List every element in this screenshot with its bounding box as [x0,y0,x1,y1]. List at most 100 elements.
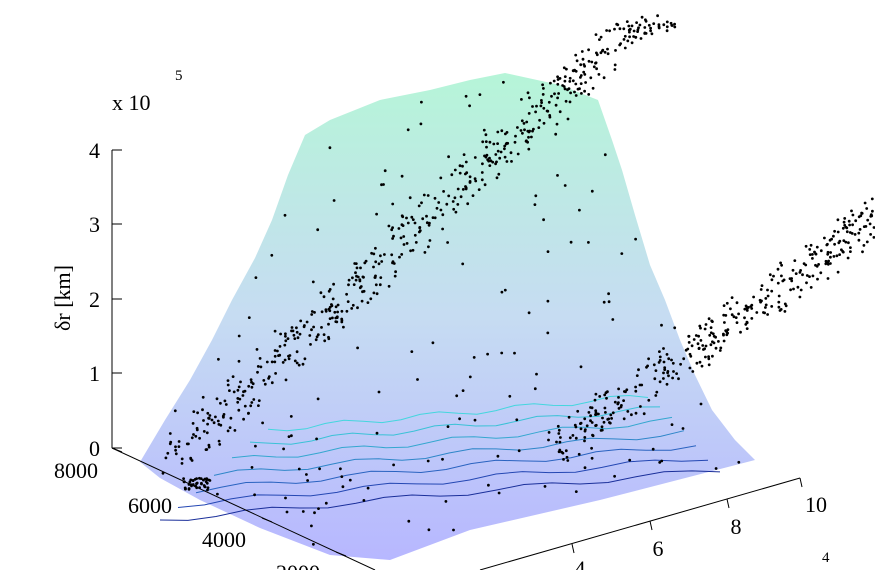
contour-line [177,459,709,508]
data-point [724,314,728,317]
data-point [496,149,500,153]
data-point [660,323,663,327]
data-point [484,155,488,159]
data-point [638,23,642,27]
data-point [603,50,607,54]
data-point [712,334,716,338]
data-point [598,395,602,398]
data-point [292,333,296,337]
data-point [423,251,427,254]
data-point [526,140,529,144]
data-point [662,377,665,380]
data-point [478,93,482,96]
data-point [574,436,578,440]
data-point [354,278,358,282]
data-point [862,225,866,229]
data-point [842,239,846,243]
data-point [445,202,449,206]
data-point [441,227,444,231]
data-point [704,323,708,326]
data-point [836,230,840,234]
data-point [425,214,428,218]
data-point [215,397,219,401]
data-point [853,233,857,236]
data-point [322,295,326,299]
data-point [228,426,232,429]
data-point [289,415,293,418]
data-point [779,261,782,265]
data-point [204,448,208,451]
data-point [416,378,419,381]
data-point [688,366,692,370]
data-point [545,109,549,113]
contour-lines [159,394,721,521]
data-point [453,196,457,200]
data-point [590,446,593,450]
data-point [485,145,488,149]
data-point [303,324,306,327]
data-point [427,245,430,249]
data-point [221,414,225,418]
data-point [208,414,212,417]
data-point [784,304,788,308]
data-point [435,206,439,210]
y-tick-label: 8000 [54,458,98,483]
data-point [226,383,230,387]
data-point [543,485,547,488]
data-point [214,415,217,419]
data-point [857,231,861,235]
z-multiplier-label: x 10 [112,90,151,115]
data-point [210,418,214,422]
data-point [399,236,403,240]
data-point [281,361,285,364]
data-point [628,28,631,32]
data-point [569,91,572,95]
data-point [480,171,484,174]
data-point [291,329,295,333]
data-point [811,257,814,260]
z-tick-label: 3 [89,212,100,237]
data-point [418,229,422,233]
data-point [579,365,583,369]
data-point [340,317,344,321]
data-point [216,419,220,423]
data-point [379,276,383,279]
data-point [459,195,463,199]
data-point [305,320,309,324]
data-point [217,439,221,443]
data-point [400,214,404,218]
data-point [613,68,617,71]
data-point [461,262,465,266]
z-axis: 0 1 2 3 4 x 10 5 δr [km] [50,68,183,461]
data-point [279,332,282,336]
data-point [665,29,669,33]
data-point [453,168,457,172]
data-point [694,334,698,337]
data-point [446,425,450,428]
data-point [516,152,520,156]
data-point [622,27,626,31]
data-point [558,440,562,444]
data-point [814,252,818,256]
data-point [790,279,794,283]
data-point [599,429,603,432]
data-point [465,171,469,175]
data-point [801,273,804,277]
data-point [295,361,299,365]
data-point [320,310,324,314]
data-point [310,328,313,332]
data-point [557,432,561,435]
data-point [468,104,471,108]
data-point [589,419,592,423]
data-point [483,183,487,187]
data-point [359,285,363,288]
data-point [630,41,634,45]
data-point [206,488,209,492]
data-point [174,448,178,452]
data-point [290,326,294,329]
data-point [356,346,359,350]
data-point [671,376,674,380]
data-point [826,252,830,256]
data-point [777,294,781,298]
data-point [579,427,583,431]
